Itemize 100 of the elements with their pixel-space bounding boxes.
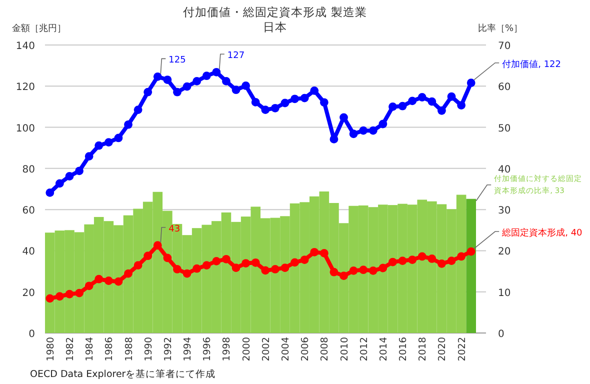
point xyxy=(300,94,309,102)
x-tick-label: 2014 xyxy=(378,337,390,362)
x-tick-label: 2000 xyxy=(241,337,252,362)
point xyxy=(270,104,280,112)
y2-tick-label: 50 xyxy=(498,123,511,134)
point xyxy=(447,92,456,101)
y-tick-label: 140 xyxy=(16,41,35,52)
y2-tick-label: 20 xyxy=(498,246,511,258)
y2-axis-title: 比率［%］ xyxy=(478,23,523,34)
y2-tick-label: 60 xyxy=(498,82,511,94)
point xyxy=(418,93,426,102)
y2-tick-label: 30 xyxy=(498,206,511,217)
point xyxy=(104,138,113,147)
y-axis-title: 金額［兆円］ xyxy=(12,23,66,34)
point xyxy=(144,252,152,260)
point xyxy=(222,77,230,86)
y2-tick-label: 70 xyxy=(498,41,511,52)
x-tick-label: 1984 xyxy=(84,337,96,362)
point xyxy=(212,257,221,266)
point xyxy=(242,259,250,268)
point xyxy=(104,276,113,285)
point xyxy=(320,98,328,107)
y2-tick-label: 10 xyxy=(498,288,511,299)
point xyxy=(349,130,358,138)
point xyxy=(46,294,54,303)
point xyxy=(368,266,378,275)
point xyxy=(124,269,132,278)
point xyxy=(94,141,104,150)
data-label: 127 xyxy=(227,51,245,62)
x-tick-label: 1980 xyxy=(45,337,56,362)
point xyxy=(408,96,417,106)
x-tick-label: 1988 xyxy=(124,337,135,362)
point xyxy=(408,256,417,264)
point xyxy=(270,265,280,274)
y-tick-label: 100 xyxy=(16,123,35,134)
point xyxy=(65,172,74,180)
point xyxy=(163,76,172,84)
point xyxy=(280,98,290,108)
point xyxy=(280,264,290,272)
point xyxy=(447,256,456,265)
data-label: 125 xyxy=(168,56,186,66)
point xyxy=(438,106,446,115)
point xyxy=(368,126,378,135)
x-tick-label: 1996 xyxy=(202,337,214,362)
point xyxy=(55,179,64,188)
x-tick-label: 1990 xyxy=(143,337,154,362)
point xyxy=(261,106,270,114)
text: OECD Data Explorerを基に筆者にて作成 xyxy=(30,368,216,380)
point xyxy=(330,135,338,144)
chart-subtitle: 日本 xyxy=(263,20,287,34)
data-label: 総固定資本形成, 40 xyxy=(501,228,583,239)
data-label: 付加価値, 122 xyxy=(502,58,562,70)
x-tick-label: 2008 xyxy=(320,337,331,362)
y-tick-label: 0 xyxy=(28,329,35,340)
point xyxy=(84,282,94,290)
point xyxy=(163,254,172,262)
point xyxy=(428,97,436,106)
point xyxy=(457,252,466,261)
point xyxy=(438,259,446,268)
point xyxy=(232,264,240,272)
data-label: 43 xyxy=(168,224,180,234)
y2-tick-label: 40 xyxy=(498,164,511,176)
point xyxy=(202,72,211,80)
point xyxy=(418,252,426,261)
x-tick-label: 1998 xyxy=(222,337,233,362)
point xyxy=(202,261,211,270)
point xyxy=(340,272,348,280)
y-tick-label: 20 xyxy=(22,288,35,299)
point xyxy=(359,126,368,135)
point xyxy=(349,266,358,275)
point xyxy=(398,102,407,110)
x-tick-label: 2012 xyxy=(358,337,370,362)
point xyxy=(378,120,388,128)
x-tick-label: 2004 xyxy=(280,337,292,362)
point xyxy=(65,290,74,298)
x-tick-label: 2018 xyxy=(418,337,429,362)
point xyxy=(134,106,142,114)
point xyxy=(153,72,162,81)
x-tick-label: 2010 xyxy=(339,337,350,362)
x-tick-label: 2022 xyxy=(456,337,468,362)
y-tick-label: 80 xyxy=(22,164,35,176)
point xyxy=(300,256,309,264)
x-tick-label: 2016 xyxy=(398,337,410,362)
point xyxy=(428,254,436,263)
point xyxy=(75,288,84,298)
point xyxy=(192,77,202,86)
point xyxy=(192,264,202,273)
point xyxy=(144,88,152,96)
point xyxy=(398,256,407,265)
point xyxy=(94,274,104,284)
point xyxy=(153,241,162,250)
point xyxy=(232,86,240,94)
point xyxy=(222,254,230,264)
point xyxy=(466,247,476,256)
point xyxy=(134,261,142,270)
x-tick-label: 2002 xyxy=(260,337,272,362)
point xyxy=(55,292,64,301)
point xyxy=(124,120,132,129)
point xyxy=(261,266,270,275)
point xyxy=(75,166,84,176)
